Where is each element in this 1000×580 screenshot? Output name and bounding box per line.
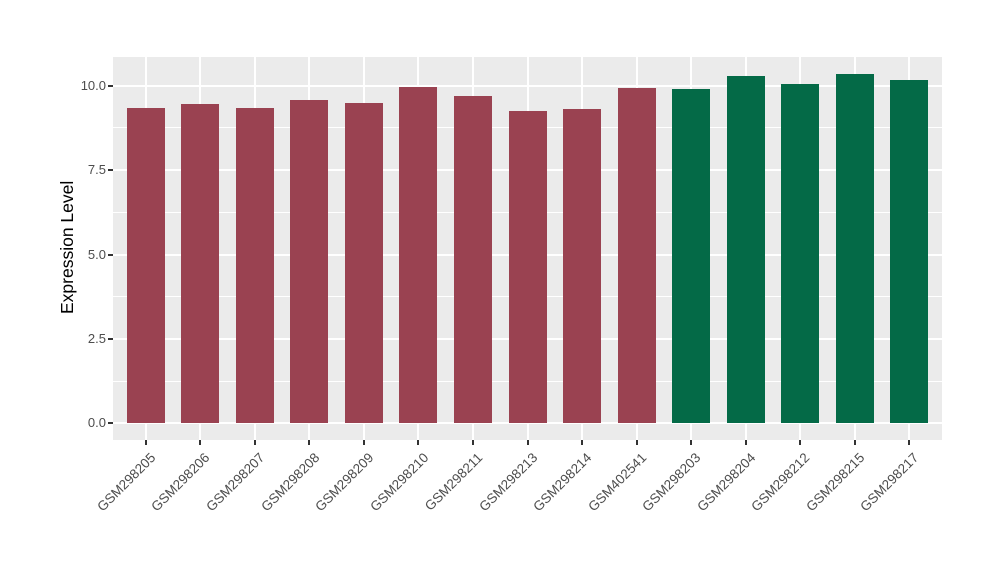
y-tick-mark <box>108 253 113 256</box>
y-tick-label: 0.0 <box>87 415 106 431</box>
x-tick-mark <box>744 440 747 445</box>
y-tick-mark <box>108 338 113 340</box>
x-tick-mark <box>581 440 584 445</box>
y-tick-label: 10.0 <box>80 77 106 93</box>
x-tick-mark <box>417 440 420 445</box>
bar-GSM298213 <box>508 111 547 424</box>
y-tick-mark <box>108 84 113 87</box>
bar-GSM298204 <box>726 76 765 424</box>
x-tick-label-GSM298207: GSM298207 <box>203 450 268 515</box>
bar-GSM298212 <box>781 84 820 424</box>
x-tick-mark <box>144 440 147 445</box>
bar-GSM298206 <box>181 103 220 424</box>
y-tick-label: 5.0 <box>87 246 106 262</box>
bar-GSM298209 <box>344 102 383 424</box>
y-tick-label: 2.5 <box>87 331 106 346</box>
bar-GSM298214 <box>563 109 602 424</box>
x-tick-mark <box>471 440 474 445</box>
y-tick-label: 7.5 <box>87 162 106 178</box>
bar-GSM298215 <box>835 74 874 424</box>
bar-GSM298210 <box>399 86 438 424</box>
x-tick-mark <box>635 440 638 445</box>
bar-GSM402541 <box>617 88 656 424</box>
x-tick-mark <box>199 440 202 445</box>
x-tick-mark <box>526 440 529 445</box>
y-tick-mark <box>108 422 113 425</box>
plot-panel <box>113 57 942 440</box>
bar-GSM298203 <box>672 88 711 424</box>
x-tick-mark <box>362 440 365 445</box>
bar-GSM298217 <box>890 79 929 424</box>
bar-GSM298205 <box>126 107 165 424</box>
y-tick-mark <box>108 169 113 172</box>
x-tick-mark <box>908 440 911 445</box>
x-tick-label-GSM298210: GSM298210 <box>366 450 432 515</box>
bar-GSM298208 <box>290 100 329 424</box>
x-tick-mark <box>308 440 311 445</box>
x-tick-mark <box>253 440 256 445</box>
bar-GSM298207 <box>235 107 274 424</box>
bar-GSM298211 <box>453 96 492 424</box>
x-tick-mark <box>853 440 856 445</box>
x-tick-mark <box>799 440 802 445</box>
x-tick-mark <box>690 440 693 445</box>
